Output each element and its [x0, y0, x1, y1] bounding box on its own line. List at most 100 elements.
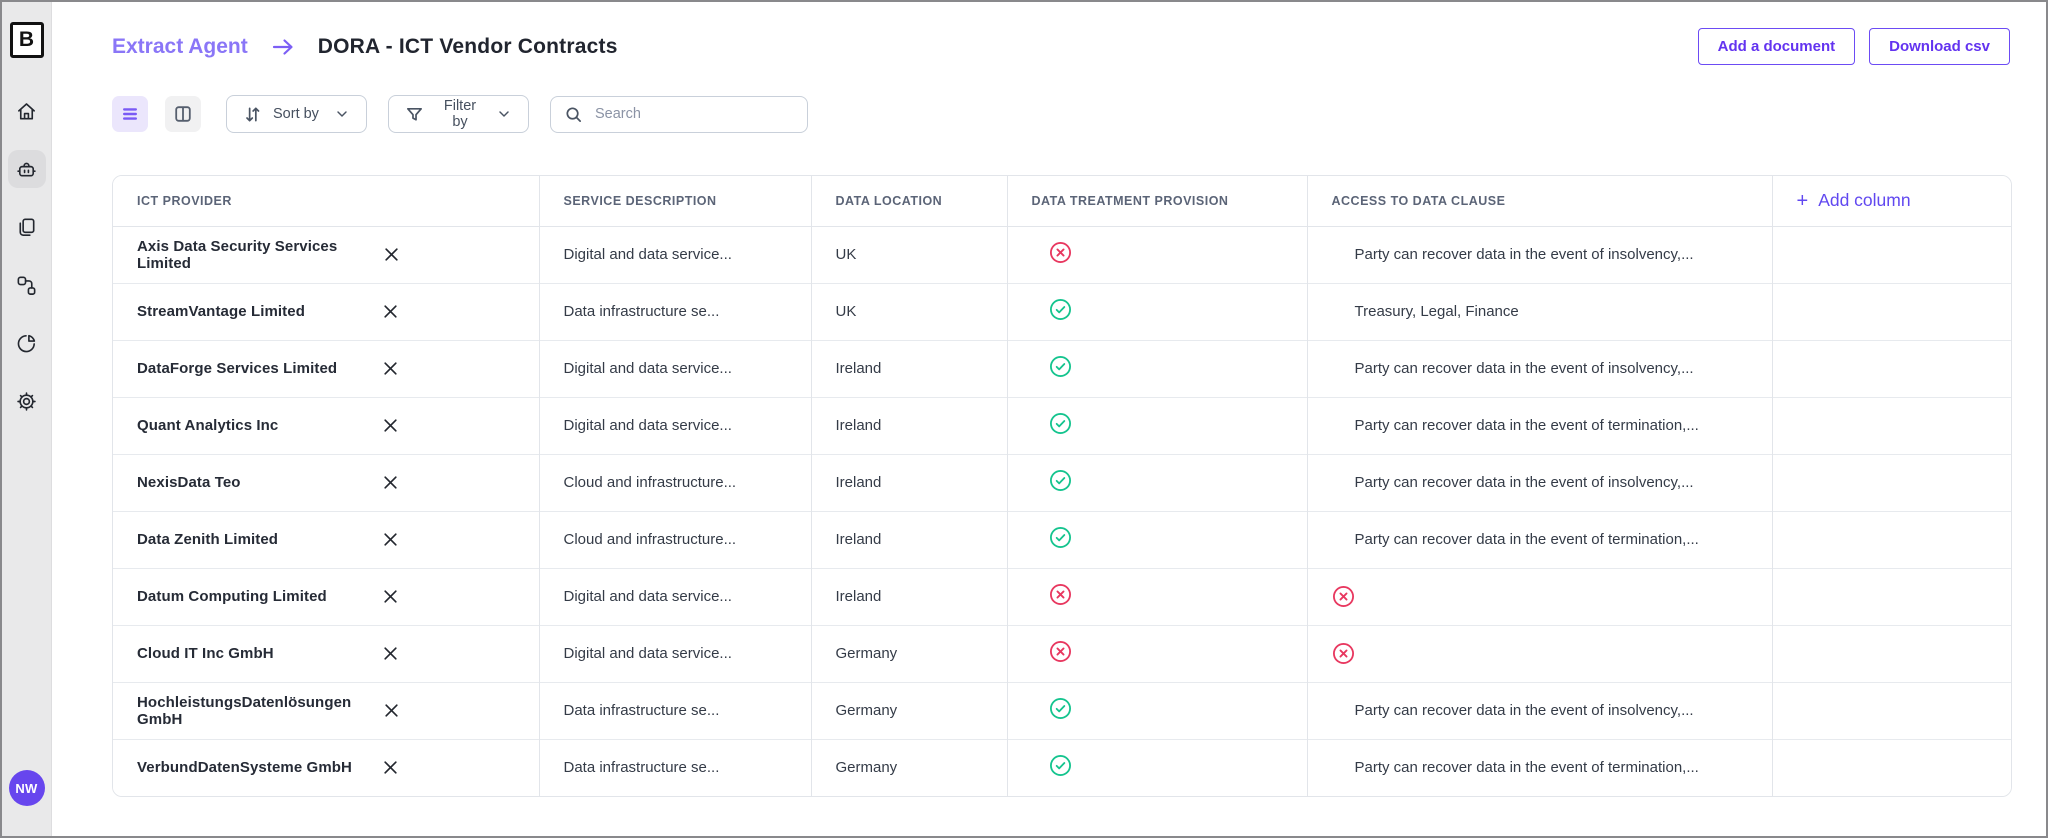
data-location-cell: UK [811, 226, 1007, 283]
sidebar-item-analytics[interactable] [8, 324, 46, 362]
breadcrumb-arrow-icon [270, 36, 296, 58]
service-description-cell: Digital and data service... [539, 226, 811, 283]
remove-row-button[interactable] [382, 701, 401, 721]
remove-row-button[interactable] [381, 302, 401, 322]
service-description-cell: Data infrastructure se... [539, 283, 811, 340]
table-body: Axis Data Security Services Limited Digi… [113, 226, 2012, 796]
table-row: Quant Analytics Inc Digital and data ser… [113, 397, 2012, 454]
header-actions: Add a document Download csv [1698, 28, 2010, 65]
brand-logo[interactable]: B [10, 22, 44, 58]
column-header-service-description[interactable]: SERVICE DESCRIPTION [539, 176, 811, 226]
close-icon [382, 588, 399, 605]
access-clause-text: Party can recover data in the event of i… [1355, 702, 1694, 719]
access-status-icon [1332, 585, 1355, 608]
data-location-cell: Ireland [811, 340, 1007, 397]
add-document-button[interactable]: Add a document [1698, 28, 1856, 65]
settings-gear-icon [15, 390, 38, 413]
page-title: DORA - ICT Vendor Contracts [318, 35, 618, 59]
empty-add-column-cell [1772, 454, 2012, 511]
access-status-icon [1332, 243, 1355, 266]
treatment-status-icon [1049, 526, 1072, 549]
board-view-toggle[interactable] [165, 96, 201, 132]
data-location-cell: Germany [811, 625, 1007, 682]
sidebar-item-documents[interactable] [8, 208, 46, 246]
filter-by-label: Filter by [435, 98, 485, 130]
table-row: Data Zenith Limited Cloud and infrastruc… [113, 511, 2012, 568]
close-icon [383, 702, 400, 719]
provider-name: Data Zenith Limited [137, 531, 278, 548]
service-description-cell: Cloud and infrastructure... [539, 454, 811, 511]
sidebar-item-settings[interactable] [8, 382, 46, 420]
empty-add-column-cell [1772, 568, 2012, 625]
access-status-icon [1332, 528, 1355, 551]
empty-add-column-cell [1772, 283, 2012, 340]
table-row: NexisData Teo Cloud and infrastructure..… [113, 454, 2012, 511]
access-clause-text: Party can recover data in the event of t… [1355, 759, 1699, 776]
column-header-data-treatment-provision[interactable]: DATA TREATMENT PROVISION [1007, 176, 1307, 226]
service-description-cell: Data infrastructure se... [539, 682, 811, 739]
remove-row-button[interactable] [381, 587, 401, 607]
treatment-status-icon [1049, 298, 1072, 321]
table-row: Datum Computing Limited Digital and data… [113, 568, 2012, 625]
remove-row-button[interactable] [381, 416, 401, 436]
remove-row-button[interactable] [382, 245, 401, 265]
data-location-cell: Ireland [811, 568, 1007, 625]
column-header-data-location[interactable]: DATA LOCATION [811, 176, 1007, 226]
access-clause-text: Party can recover data in the event of i… [1355, 474, 1694, 491]
toolbar: Sort by Filter by [112, 95, 2010, 133]
treatment-status-icon [1049, 355, 1072, 378]
avatar-initials: NW [15, 781, 37, 796]
breadcrumb-extract-agent[interactable]: Extract Agent [112, 35, 248, 59]
provider-name: DataForge Services Limited [137, 360, 337, 377]
close-icon [382, 759, 399, 776]
close-icon [382, 360, 399, 377]
empty-add-column-cell [1772, 226, 2012, 283]
sort-by-button[interactable]: Sort by [226, 95, 367, 133]
workflow-nodes-icon [15, 274, 38, 297]
remove-row-button[interactable] [381, 758, 401, 778]
sidebar-item-workflows[interactable] [8, 266, 46, 304]
sort-by-label: Sort by [273, 106, 319, 122]
search-input[interactable] [595, 106, 794, 122]
sidebar-item-extract-agent[interactable] [8, 150, 46, 188]
sort-chevron-down-icon [334, 106, 350, 122]
user-avatar[interactable]: NW [9, 770, 45, 806]
empty-add-column-cell [1772, 340, 2012, 397]
list-view-toggle[interactable] [112, 96, 148, 132]
remove-row-button[interactable] [381, 359, 401, 379]
sidebar: B [2, 2, 52, 836]
sidebar-item-home[interactable] [8, 92, 46, 130]
access-status-icon [1332, 699, 1355, 722]
service-description-cell: Digital and data service... [539, 340, 811, 397]
filter-funnel-icon [405, 105, 424, 124]
treatment-status-icon [1049, 412, 1072, 435]
column-header-ict-provider[interactable]: ICT PROVIDER [113, 176, 539, 226]
logo-letter: B [19, 28, 34, 52]
contracts-table: ICT PROVIDER SERVICE DESCRIPTION DATA LO… [112, 175, 2012, 797]
column-header-access-to-data-clause[interactable]: ACCESS TO DATA CLAUSE [1307, 176, 1772, 226]
download-csv-button[interactable]: Download csv [1869, 28, 2010, 65]
table-row: HochleistungsDatenlösungen GmbH Data inf… [113, 682, 2012, 739]
remove-row-button[interactable] [381, 473, 401, 493]
service-description-cell: Digital and data service... [539, 397, 811, 454]
access-clause-text: Treasury, Legal, Finance [1355, 303, 1519, 320]
access-clause-text: Party can recover data in the event of i… [1355, 360, 1694, 377]
documents-icon [15, 216, 38, 239]
plus-icon: + [1797, 191, 1809, 211]
add-column-button[interactable]: + Add column [1797, 190, 1911, 211]
list-view-icon [120, 104, 140, 124]
access-status-icon [1332, 756, 1355, 779]
treatment-status-icon [1049, 469, 1072, 492]
add-column-label: Add column [1818, 190, 1910, 211]
search-icon [564, 105, 583, 124]
sort-arrows-icon [243, 105, 262, 124]
app-window: B [0, 0, 2048, 838]
filter-chevron-down-icon [496, 106, 512, 122]
remove-row-button[interactable] [381, 644, 401, 664]
table-row: Axis Data Security Services Limited Digi… [113, 226, 2012, 283]
provider-name: VerbundDatenSysteme GmbH [137, 759, 352, 776]
service-description-cell: Data infrastructure se... [539, 739, 811, 796]
provider-name: Cloud IT Inc GmbH [137, 645, 274, 662]
filter-by-button[interactable]: Filter by [388, 95, 529, 133]
remove-row-button[interactable] [381, 530, 401, 550]
